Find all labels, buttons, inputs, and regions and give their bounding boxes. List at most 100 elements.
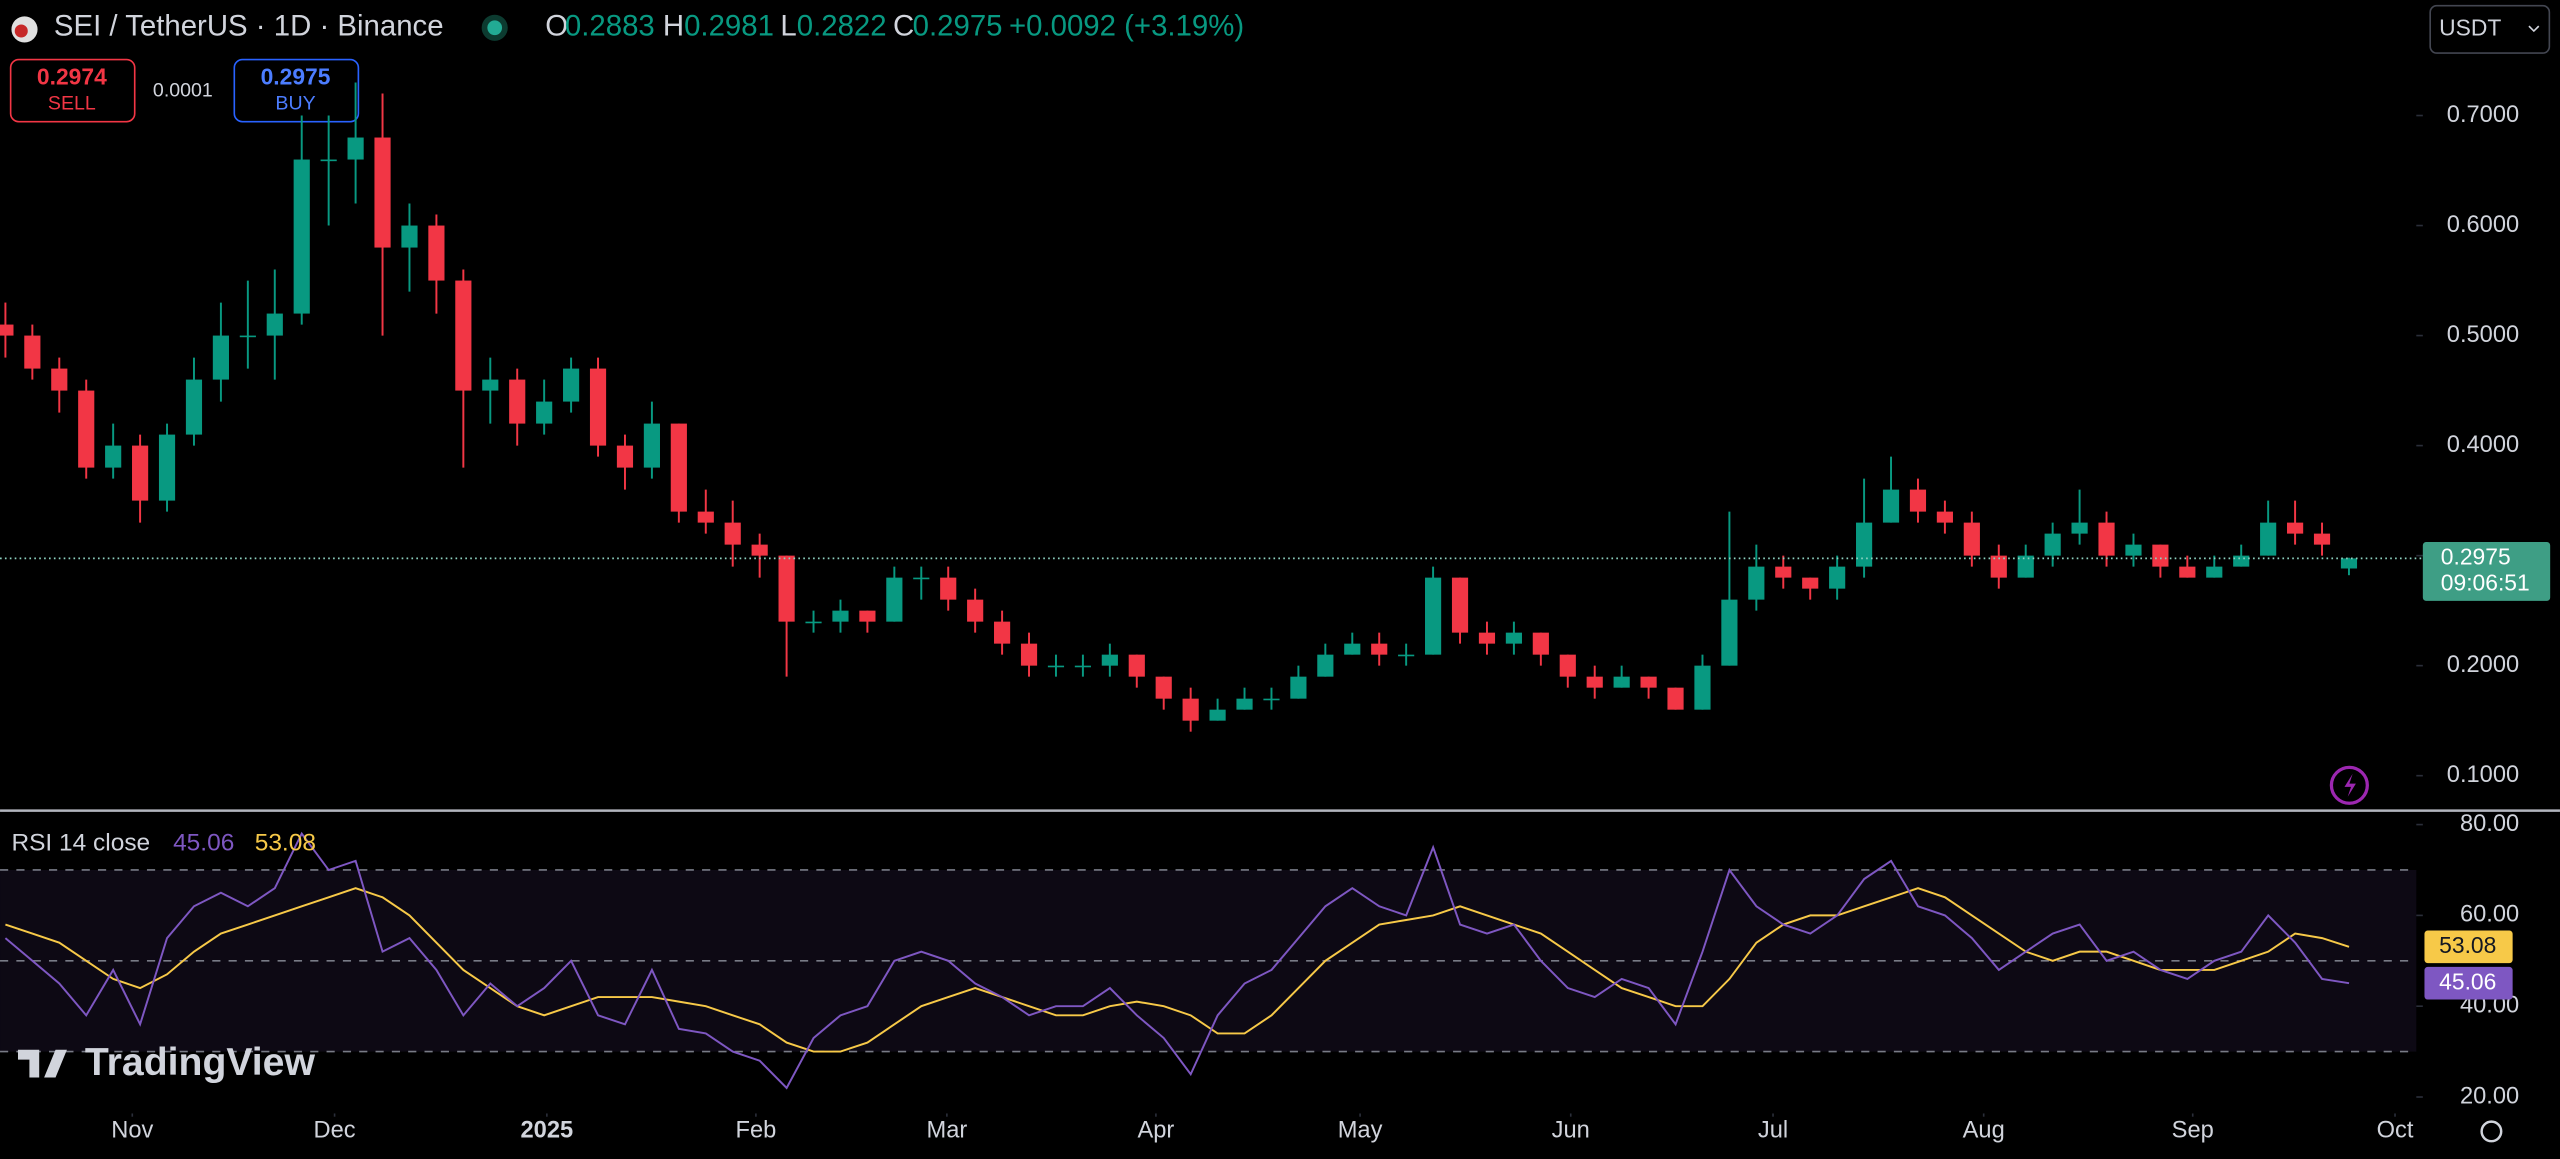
change: +0.0092 (+3.19%) — [1009, 10, 1244, 43]
candle-body — [455, 280, 472, 391]
y-tick-label: 0.7000 — [2447, 102, 2519, 128]
x-tick-label: Feb — [736, 1118, 777, 1144]
settings-button[interactable] — [2480, 1120, 2503, 1143]
candle-body — [239, 335, 256, 338]
candle-body — [2152, 544, 2169, 567]
candle-body — [105, 445, 122, 468]
value-badge — [2424, 966, 2513, 1000]
candle-body — [1748, 566, 1765, 600]
candle-body — [158, 434, 176, 501]
x-tick-label: Dec — [314, 1118, 356, 1144]
candle-body — [859, 610, 876, 622]
lightning-button[interactable] — [2329, 765, 2369, 805]
x-tick-label: Apr — [1137, 1118, 1174, 1144]
candle-body — [2206, 566, 2223, 578]
candle-body — [1909, 489, 1927, 512]
candle-body — [2071, 522, 2088, 534]
candle-body — [2125, 544, 2142, 556]
candle-body — [1802, 577, 1819, 589]
candle-body — [51, 368, 68, 391]
candle-body — [2179, 566, 2196, 578]
logo-mark — [17, 1049, 67, 1078]
candle-body — [1990, 555, 2007, 578]
candle-body — [185, 379, 203, 435]
candle-body — [670, 423, 687, 512]
ohlc-value: 0.2975 — [913, 10, 1003, 43]
candle-body — [536, 401, 553, 424]
candle-body — [2098, 522, 2115, 556]
candle-body — [967, 599, 984, 622]
ohlc-value: 0.2883 — [565, 10, 655, 43]
candle-body — [1047, 665, 1065, 668]
candle-body — [1020, 643, 1038, 666]
buy-label[interactable]: BUY — [275, 93, 315, 115]
y-tick-label: 0.5000 — [2447, 322, 2519, 348]
candle-body — [1344, 643, 1361, 655]
candle-body — [1721, 599, 1738, 666]
candle-body — [1263, 698, 1280, 701]
candle-body — [1505, 632, 1522, 644]
buy-button[interactable] — [233, 58, 360, 123]
candle-body — [2340, 558, 2358, 569]
x-tick-label: May — [1338, 1118, 1383, 1144]
candle-body — [1182, 698, 1199, 721]
candle-body — [1856, 522, 1873, 567]
value-badge-text: 53.08 — [2439, 932, 2496, 958]
price-tag — [2422, 542, 2551, 601]
x-tick-label: Mar — [926, 1118, 967, 1144]
y-tick-label: 0.1000 — [2447, 762, 2519, 788]
y-tick-label: 0.2000 — [2447, 652, 2519, 678]
candle-body — [805, 621, 822, 624]
ohlc-label: L — [780, 10, 796, 43]
candle-body — [1398, 654, 1415, 657]
value-badge-text: 45.06 — [2439, 968, 2496, 994]
candle-body — [589, 368, 607, 446]
candle-body — [2287, 522, 2304, 534]
candle-body — [0, 324, 14, 336]
candle-body — [1478, 632, 1496, 644]
currency-select[interactable] — [2429, 4, 2551, 54]
x-tick-label: Aug — [1963, 1118, 2005, 1144]
candle-body — [24, 335, 41, 369]
candle-body — [2233, 555, 2250, 567]
x-tick-label: 2025 — [521, 1118, 574, 1144]
candle-body — [778, 555, 795, 622]
y-tick-label: 80.00 — [2460, 811, 2519, 837]
x-tick-label: Jun — [1552, 1118, 1590, 1144]
candle-body — [940, 577, 957, 600]
logo: TradingView — [17, 1041, 316, 1084]
sell-button[interactable] — [9, 58, 136, 123]
currency[interactable]: USDT — [2439, 14, 2501, 40]
logo-text: TradingView — [85, 1041, 316, 1084]
y-tick-label: 0.6000 — [2447, 212, 2519, 238]
sell-price[interactable]: 0.2974 — [37, 63, 107, 89]
indicator-value: 45.06 — [173, 830, 234, 857]
candle-body — [643, 423, 660, 468]
candle-body — [1882, 489, 1900, 523]
indicator-title: RSI 14 close — [11, 830, 150, 857]
ohlc-label: H — [663, 10, 684, 43]
lightning-icon — [2344, 773, 2356, 797]
indicator-value: 53.08 — [255, 830, 316, 857]
indicator-line — [4, 831, 2350, 1090]
candle-body — [293, 159, 310, 314]
candle-body — [78, 390, 95, 468]
candle-body — [132, 445, 149, 501]
buy-price[interactable]: 0.2975 — [261, 63, 331, 89]
candle-body — [1128, 654, 1145, 677]
candle-body — [563, 368, 580, 402]
candle-body — [1775, 566, 1792, 578]
candle-body — [401, 225, 418, 248]
y-tick-label: 0.4000 — [2447, 432, 2519, 458]
candle-body — [1290, 676, 1307, 699]
candle-body — [724, 522, 741, 545]
candle-body — [2017, 555, 2034, 578]
x-tick-label: Sep — [2172, 1118, 2214, 1144]
sell-label[interactable]: SELL — [48, 93, 96, 115]
value-badge — [2424, 930, 2513, 964]
candle-body — [832, 610, 849, 622]
x-tick-label: Oct — [2377, 1118, 2414, 1144]
